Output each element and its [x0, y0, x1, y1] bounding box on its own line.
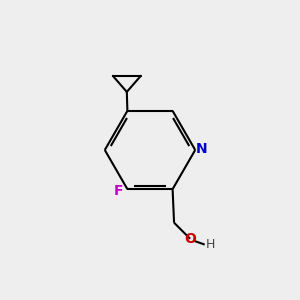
- Text: H: H: [205, 238, 214, 251]
- Text: N: N: [196, 142, 207, 156]
- Text: O: O: [184, 232, 196, 246]
- Text: F: F: [113, 184, 123, 198]
